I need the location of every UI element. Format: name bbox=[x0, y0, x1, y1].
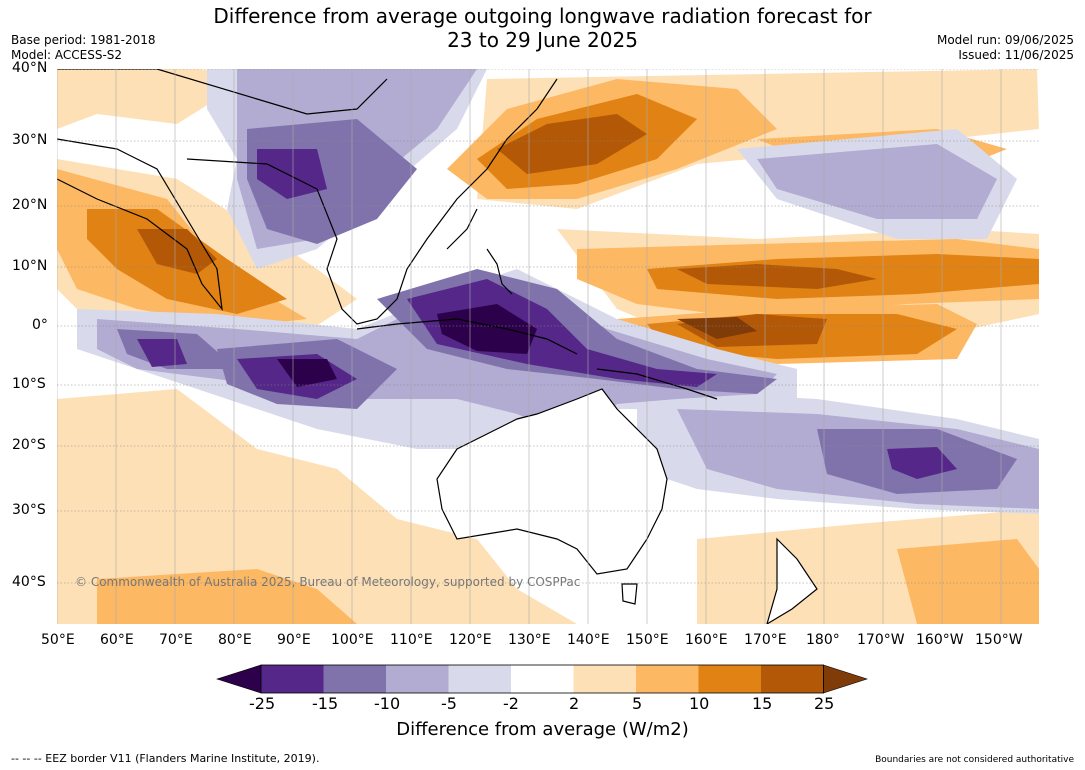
lon-label-140e: 140°E bbox=[567, 632, 610, 648]
lon-label-110e: 110°E bbox=[390, 632, 433, 648]
lat-label-10n: 10°N bbox=[12, 258, 48, 274]
colorbar-bin bbox=[448, 665, 511, 693]
model-run: Model run: 09/06/2025 bbox=[936, 33, 1074, 47]
lon-label-150e: 150°E bbox=[626, 632, 669, 648]
copyright-notice: © Commonwealth of Australia 2025, Bureau… bbox=[75, 575, 580, 589]
lon-label-180: 180° bbox=[806, 632, 840, 648]
colorbar-bin bbox=[511, 665, 574, 693]
eez-note: -- -- -- EEZ border V11 (Flanders Marine… bbox=[11, 752, 320, 765]
lat-label-30s: 30°S bbox=[12, 502, 46, 518]
lon-label-160w: 160°W bbox=[916, 632, 964, 648]
lat-label-equator: 0° bbox=[32, 317, 48, 333]
olr-anomaly-map: © Commonwealth of Australia 2025, Bureau… bbox=[57, 69, 1039, 624]
lat-label-30n: 30°N bbox=[12, 132, 48, 148]
map-title: Difference from average outgoing longwav… bbox=[0, 4, 1085, 52]
colorbar-tick: 15 bbox=[752, 694, 773, 713]
base-period: Base period: 1981-2018 bbox=[11, 33, 156, 47]
lon-label-170w: 170°W bbox=[857, 632, 905, 648]
colorbar-bin bbox=[636, 665, 699, 693]
colorbar-tick: -2 bbox=[503, 694, 519, 713]
lat-label-20n: 20°N bbox=[12, 197, 48, 213]
lon-label-70e: 70°E bbox=[159, 632, 193, 648]
colorbar-tick: -25 bbox=[249, 694, 276, 713]
lon-label-90e: 90°E bbox=[277, 632, 311, 648]
lon-label-160e: 160°E bbox=[685, 632, 728, 648]
lat-label-10s: 10°S bbox=[12, 376, 46, 392]
colorbar-bin bbox=[386, 665, 449, 693]
lon-label-130e: 130°E bbox=[508, 632, 551, 648]
meridians bbox=[57, 69, 1002, 624]
colorbar-title: Difference from average (W/m2) bbox=[396, 719, 689, 740]
colorbar-extend-high bbox=[823, 664, 868, 694]
lon-label-60e: 60°E bbox=[100, 632, 134, 648]
boundaries-disclaimer: Boundaries are not considered authoritat… bbox=[875, 755, 1074, 765]
lon-label-150w: 150°W bbox=[975, 632, 1023, 648]
colorbar-bin bbox=[323, 665, 386, 693]
lon-label-100e: 100°E bbox=[331, 632, 374, 648]
colorbar-bin bbox=[261, 665, 324, 693]
colorbar-bin bbox=[761, 665, 824, 693]
colorbar-bin bbox=[698, 665, 761, 693]
lon-label-50e: 50°E bbox=[41, 632, 75, 648]
lon-label-80e: 80°E bbox=[218, 632, 252, 648]
colorbar-tick: 10 bbox=[689, 694, 710, 713]
colorbar-tick: 5 bbox=[632, 694, 643, 713]
colorbar-bin bbox=[573, 665, 636, 693]
lat-label-40s: 40°S bbox=[12, 574, 46, 590]
graticule bbox=[57, 69, 1039, 584]
colorbar-extend-low bbox=[216, 664, 262, 694]
colorbar-tick: 2 bbox=[569, 694, 580, 713]
colorbar-tick: -15 bbox=[312, 694, 339, 713]
colorbar-tick: 25 bbox=[814, 694, 835, 713]
lon-label-120e: 120°E bbox=[449, 632, 492, 648]
colorbar bbox=[216, 664, 868, 694]
colorbar-tick: -5 bbox=[441, 694, 457, 713]
coastlines bbox=[57, 69, 818, 624]
model-name: Model: ACCESS-S2 bbox=[11, 48, 123, 62]
issued-date: Issued: 11/06/2025 bbox=[958, 48, 1074, 62]
lon-label-170e: 170°E bbox=[744, 632, 787, 648]
title-line-2: 23 to 29 June 2025 bbox=[447, 28, 638, 52]
title-line-1: Difference from average outgoing longwav… bbox=[213, 4, 872, 28]
colorbar-tick: -10 bbox=[374, 694, 401, 713]
lat-label-20s: 20°S bbox=[12, 437, 46, 453]
lat-label-40n: 40°N bbox=[12, 60, 48, 76]
